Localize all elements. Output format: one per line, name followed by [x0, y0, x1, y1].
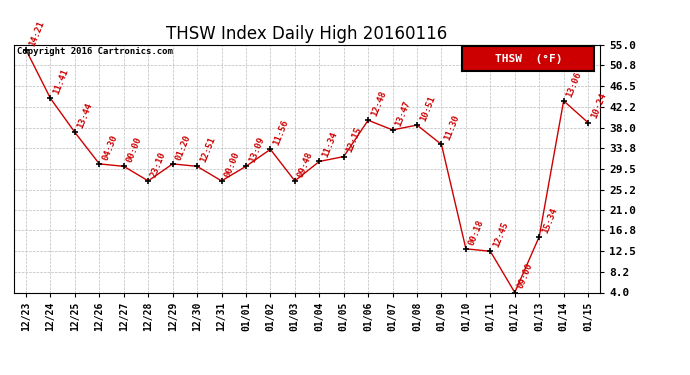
- Text: 11:34: 11:34: [320, 131, 339, 159]
- Text: 13:47: 13:47: [394, 99, 412, 128]
- Text: 12:48: 12:48: [369, 90, 388, 118]
- Text: 14:21: 14:21: [27, 19, 46, 47]
- Text: 13:09: 13:09: [247, 136, 266, 164]
- Text: 10:24: 10:24: [589, 92, 608, 120]
- Text: 11:56: 11:56: [272, 118, 290, 147]
- Text: 13:06: 13:06: [565, 70, 583, 98]
- Text: Copyright 2016 Cartronics.com: Copyright 2016 Cartronics.com: [17, 48, 172, 57]
- Text: 12:15: 12:15: [345, 126, 364, 154]
- Text: 23:10: 23:10: [150, 150, 168, 178]
- Text: 11:30: 11:30: [443, 114, 461, 142]
- Text: 01:20: 01:20: [174, 133, 193, 162]
- Text: 00:00: 00:00: [125, 136, 144, 164]
- Text: 12:45: 12:45: [491, 220, 510, 249]
- Text: 15:34: 15:34: [540, 206, 559, 234]
- Text: 12:51: 12:51: [198, 136, 217, 164]
- Text: 10:51: 10:51: [418, 94, 437, 123]
- Text: 00:00: 00:00: [223, 150, 241, 178]
- Text: 00:18: 00:18: [467, 218, 486, 246]
- Title: THSW Index Daily High 20160116: THSW Index Daily High 20160116: [166, 26, 448, 44]
- Text: 04:30: 04:30: [101, 133, 119, 162]
- Text: 13:44: 13:44: [76, 102, 95, 130]
- Text: 09:48: 09:48: [296, 150, 315, 178]
- Text: 11:41: 11:41: [52, 68, 70, 96]
- Text: 09:00: 09:00: [516, 262, 534, 290]
